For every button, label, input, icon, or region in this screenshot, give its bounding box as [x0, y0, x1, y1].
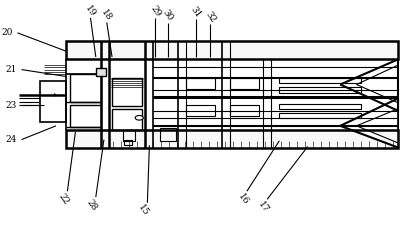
- Text: 21: 21: [6, 65, 17, 74]
- Text: 29: 29: [148, 4, 162, 18]
- Circle shape: [135, 116, 143, 120]
- Text: 17: 17: [256, 200, 270, 215]
- Bar: [159, 128, 175, 141]
- Text: 30: 30: [160, 8, 174, 23]
- Text: 16: 16: [235, 192, 249, 207]
- Text: 23: 23: [6, 101, 17, 110]
- Bar: [112, 78, 142, 106]
- Text: 22: 22: [56, 192, 70, 207]
- Text: 19: 19: [83, 4, 97, 18]
- Bar: [70, 74, 101, 102]
- Bar: [279, 103, 360, 109]
- Bar: [66, 41, 398, 59]
- Text: 28: 28: [85, 198, 99, 212]
- Text: 20: 20: [2, 28, 13, 37]
- Bar: [66, 131, 398, 148]
- Bar: [229, 105, 258, 116]
- Bar: [186, 78, 215, 89]
- Bar: [123, 131, 135, 141]
- Bar: [279, 88, 360, 93]
- Bar: [70, 105, 101, 127]
- Text: 24: 24: [6, 135, 17, 144]
- Text: 18: 18: [99, 8, 113, 23]
- Bar: [279, 113, 360, 118]
- Text: 31: 31: [189, 5, 202, 19]
- Bar: [124, 140, 132, 145]
- Text: 15: 15: [136, 204, 150, 218]
- Bar: [186, 105, 215, 116]
- Text: 32: 32: [203, 9, 217, 24]
- Bar: [112, 109, 142, 131]
- Bar: [279, 78, 360, 83]
- Bar: [40, 81, 66, 122]
- Bar: [229, 78, 258, 89]
- Bar: [96, 68, 106, 76]
